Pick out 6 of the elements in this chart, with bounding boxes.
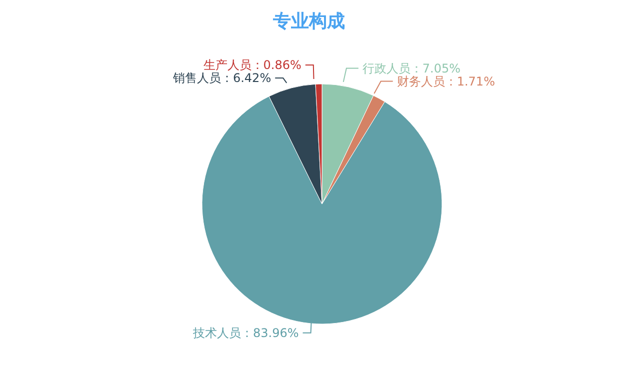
slice-label: 销售人员：6.42% [172, 71, 272, 86]
slice-label: 行政人员：7.05% [362, 61, 461, 76]
slice-label: 生产人员：0.86% [203, 58, 302, 72]
chart-title: 专业构成 [272, 10, 346, 33]
slice-label: 技术人员：83.96% [192, 326, 299, 340]
slice-label: 财务人员：1.71% [396, 74, 495, 88]
